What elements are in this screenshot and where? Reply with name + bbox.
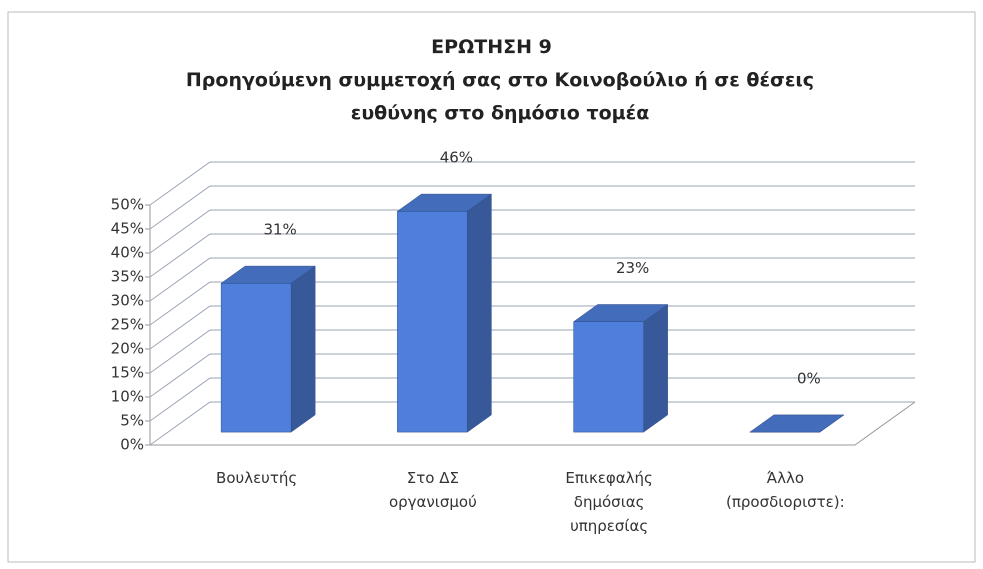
- grid-line: [149, 185, 915, 230]
- y-tick-label: 35%: [111, 268, 144, 286]
- grid-line: [149, 353, 915, 398]
- grid-line: [149, 281, 915, 326]
- bar-front: [397, 211, 468, 433]
- x-tick-label: Στο ΔΣ οργανισμού: [388, 469, 477, 511]
- y-tick-label: 5%: [120, 412, 144, 430]
- value-label: 0%: [797, 369, 821, 387]
- y-tick-label: 50%: [111, 196, 144, 214]
- grid-line: [149, 233, 915, 278]
- grid-line: [149, 377, 915, 422]
- value-label: 46%: [440, 149, 473, 167]
- grid-line: [149, 305, 915, 350]
- chart-subtitle: Προηγούμενη συμμετοχή σας στο Κοινοβούλι…: [185, 69, 815, 124]
- grid-line: [149, 329, 915, 374]
- y-tick-label: 20%: [111, 340, 144, 358]
- grid-line: [149, 257, 915, 302]
- x-tick-label: Επικεφαλής δημόσιας υπηρεσίας: [565, 469, 653, 535]
- y-tick-label: 25%: [111, 316, 144, 334]
- value-label: 31%: [263, 221, 296, 239]
- bar-top: [749, 414, 845, 433]
- grid-line: [149, 401, 915, 446]
- y-tick-label: 40%: [111, 244, 144, 262]
- bar-side: [290, 265, 316, 433]
- floor-edge: [150, 401, 916, 446]
- bar-top: [220, 265, 316, 284]
- bar: [749, 414, 845, 433]
- value-label: 23%: [616, 259, 649, 277]
- bar-top: [396, 193, 493, 212]
- bar: [396, 193, 493, 433]
- bar-side: [467, 193, 492, 433]
- bar-side: [643, 304, 668, 433]
- bar-top: [572, 304, 669, 322]
- chart-title: ΕΡΩΤΗΣΗ 9: [431, 36, 552, 58]
- x-tick-label: Βουλευτής: [216, 469, 298, 487]
- x-tick-label: Άλλο (προσδιοριστε):: [726, 469, 845, 511]
- grid-line: [149, 209, 915, 254]
- y-tick-label: 10%: [111, 388, 144, 406]
- y-tick-label: 15%: [111, 364, 144, 382]
- chart-frame: [7, 11, 976, 563]
- bar: [220, 265, 316, 433]
- y-tick-label: 30%: [111, 292, 144, 310]
- bar-front: [573, 321, 644, 433]
- y-tick-label: 0%: [120, 436, 144, 454]
- grid-line: [149, 161, 915, 206]
- y-tick-label: 45%: [111, 220, 144, 238]
- bar-front: [220, 283, 292, 433]
- bar: [572, 304, 669, 433]
